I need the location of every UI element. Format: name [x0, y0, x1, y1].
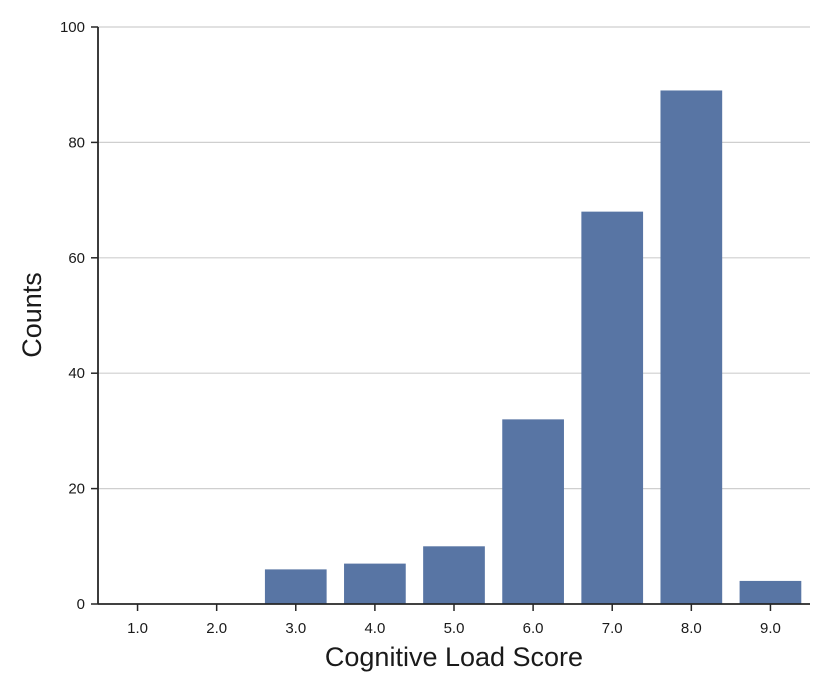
y-tick-label: 0 — [77, 596, 85, 613]
x-tick-label: 2.0 — [206, 620, 227, 637]
bar-7.0 — [581, 211, 644, 604]
x-tick-label: 8.0 — [681, 620, 702, 637]
x-tick-label: 4.0 — [364, 620, 385, 637]
x-tick-label: 6.0 — [523, 620, 544, 637]
y-tick-label: 80 — [68, 134, 85, 151]
bar-3.0 — [264, 569, 327, 604]
bar-5.0 — [423, 546, 485, 604]
y-tick-label: 20 — [68, 481, 85, 498]
x-tick-label: 9.0 — [760, 620, 781, 637]
bar-8.0 — [660, 90, 723, 605]
x-tick-label: 1.0 — [127, 620, 148, 637]
y-tick-label: 60 — [68, 250, 85, 267]
x-tick-label: 3.0 — [285, 620, 306, 637]
bars — [264, 90, 802, 605]
bar-4.0 — [344, 563, 406, 604]
y-axis-ticks: 0 20 40 60 80 100 — [60, 19, 98, 613]
bar-6.0 — [502, 419, 564, 604]
x-tick-label: 5.0 — [444, 620, 465, 637]
x-tick-label: 7.0 — [602, 620, 623, 637]
x-axis-title: Cognitive Load Score — [325, 642, 583, 672]
y-tick-label: 100 — [60, 19, 85, 36]
bar-9.0 — [739, 580, 802, 604]
y-axis-title: Counts — [17, 272, 47, 358]
x-axis-ticks: 1.0 2.0 3.0 4.0 5.0 6.0 7.0 8.0 9.0 — [127, 604, 781, 637]
y-tick-label: 40 — [68, 365, 85, 382]
